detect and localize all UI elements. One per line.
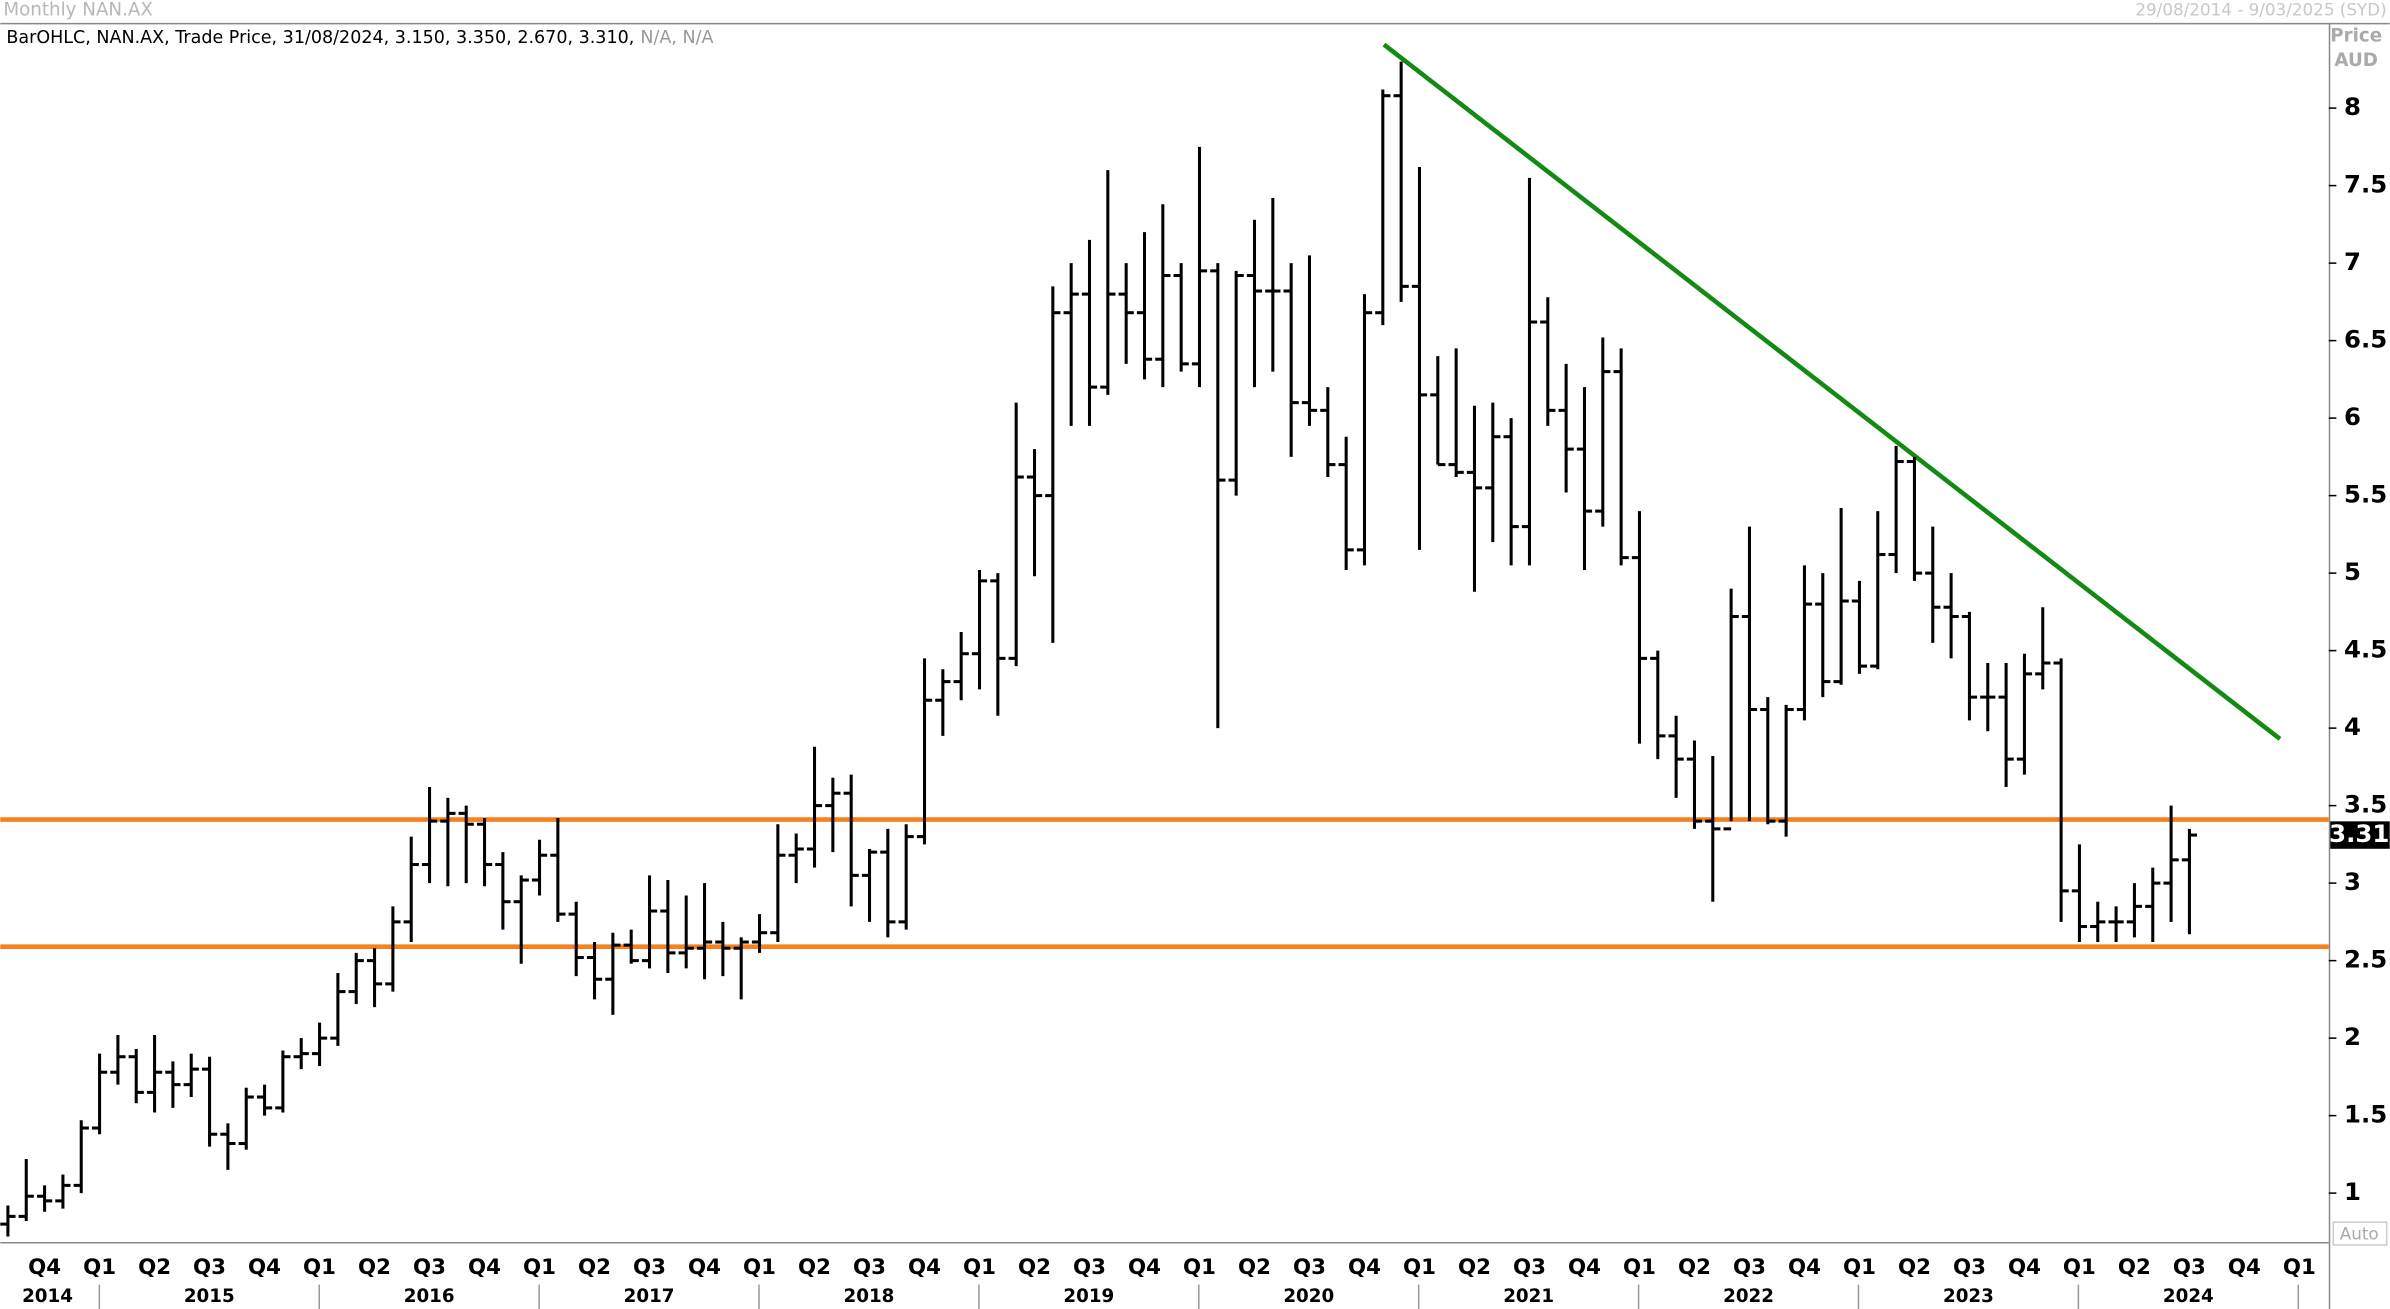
x-tick-label: Q3 [193,1255,226,1280]
x-tick-label: Q4 [908,1255,941,1280]
x-tick-label: Q1 [963,1255,996,1280]
year-label: 2020 [1283,1286,1334,1307]
x-tick-label: Q1 [303,1255,336,1280]
x-tick-label: Q1 [83,1255,116,1280]
x-tick-label: Q4 [1788,1255,1821,1280]
x-tick-label: Q1 [1843,1255,1876,1280]
year-label: 2016 [404,1286,455,1307]
x-tick-label: Q2 [1458,1255,1491,1280]
x-tick-label: Q4 [2008,1255,2041,1280]
x-tick-label: Q3 [1293,1255,1326,1280]
scale-mode-box[interactable] [2332,1221,2388,1246]
y-tick-label: 8 [2344,92,2361,121]
scale-mode[interactable]: Auto [2340,1223,2379,1243]
x-tick-label: Q4 [1128,1255,1161,1280]
legend-na: N/A, N/A [640,28,713,48]
x-tick-label: Q4 [2228,1255,2261,1280]
x-tick-label: Q3 [1733,1255,1766,1280]
x-tick-label: Q2 [2118,1255,2151,1280]
y-tick-label: 2.5 [2344,945,2387,974]
x-tick-label: Q1 [2283,1255,2316,1280]
year-label: 2015 [184,1286,235,1307]
y-tick-label: 6.5 [2344,325,2387,354]
y-tick-label: 7.5 [2344,170,2387,199]
y-tick-label: 2 [2344,1022,2361,1051]
x-tick-label: Q2 [138,1255,171,1280]
x-tick-label: Q2 [798,1255,831,1280]
x-tick-label: Q4 [468,1255,501,1280]
x-tick-label: Q1 [1623,1255,1656,1280]
x-tick-label: Q3 [1953,1255,1986,1280]
x-tick-label: Q1 [2063,1255,2096,1280]
year-label: 2024 [2163,1286,2214,1307]
x-tick-label: Q2 [1898,1255,1931,1280]
y-tick-label: 5.5 [2344,480,2387,509]
x-tick-label: Q3 [2173,1255,2206,1280]
x-tick-label: Q2 [1018,1255,1051,1280]
x-tick-label: Q2 [578,1255,611,1280]
x-tick-label: Q4 [688,1255,721,1280]
x-tick-label: Q1 [743,1255,776,1280]
trendline [1382,42,2282,741]
x-tick-label: Q3 [1073,1255,1106,1280]
x-tick-label: Q4 [248,1255,281,1280]
currency-label: AUD [2334,50,2378,71]
legend-text: BarOHLC, NAN.AX, Trade Price, 31/08/2024… [6,28,634,48]
year-label: 2019 [1063,1286,1114,1307]
y-tick-label: 4.5 [2344,635,2387,664]
y-tick-label: 6 [2344,402,2361,431]
x-tick-label: Q4 [1348,1255,1381,1280]
x-tick-label: Q2 [358,1255,391,1280]
x-tick-label: Q3 [633,1255,666,1280]
year-label: 2023 [1943,1286,1994,1307]
year-label: 2017 [624,1286,675,1307]
x-tick-label: Q4 [28,1255,61,1280]
year-label: 2014 [22,1286,73,1307]
chart-title: Monthly NAN.AX [3,0,153,21]
y-tick-label: 5 [2344,557,2361,586]
x-tick-label: Q3 [1513,1255,1546,1280]
last-price: 3.31 [2329,819,2389,848]
last-price-box [2330,821,2390,849]
y-tick-label: 3.5 [2344,790,2387,819]
year-label: 2018 [844,1286,895,1307]
y-tick-label: 4 [2344,712,2361,741]
y-axis-label: Price [2330,26,2382,47]
x-tick-label: Q4 [1568,1255,1601,1280]
x-tick-label: Q1 [1403,1255,1436,1280]
year-label: 2021 [1503,1286,1554,1307]
date-range: 29/08/2014 - 9/03/2025 (SYD) [2135,0,2386,20]
y-tick-label: 1.5 [2344,1100,2387,1129]
x-tick-label: Q2 [1238,1255,1271,1280]
x-tick-label: Q3 [413,1255,446,1280]
y-tick-label: 7 [2344,247,2361,276]
x-tick-label: Q2 [1678,1255,1711,1280]
y-tick-label: 1 [2344,1177,2361,1206]
y-tick-label: 3 [2344,867,2361,896]
x-tick-label: Q1 [523,1255,556,1280]
year-label: 2022 [1723,1286,1774,1307]
x-tick-label: Q3 [853,1255,886,1280]
x-tick-label: Q1 [1183,1255,1216,1280]
